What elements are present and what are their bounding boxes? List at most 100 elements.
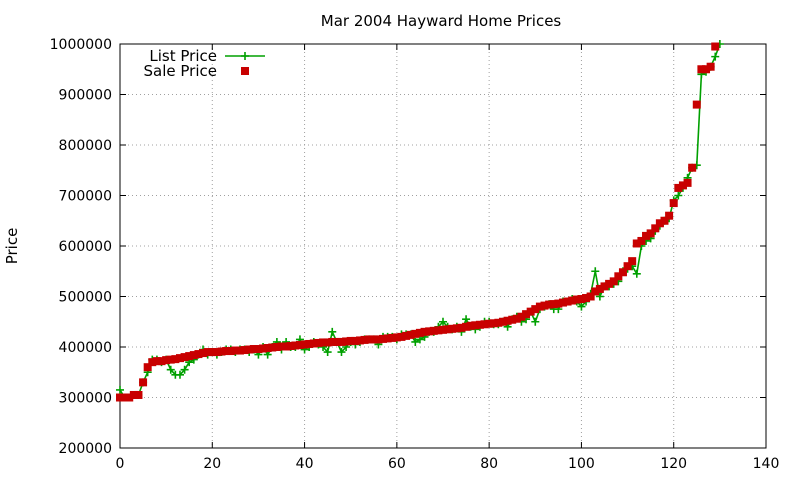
sale-price-point	[254, 345, 263, 354]
sale-price-point	[203, 348, 212, 357]
sale-price-point	[702, 65, 711, 74]
sale-price-point	[185, 352, 194, 361]
sale-price-point	[475, 320, 484, 329]
x-tick-label: 140	[753, 456, 780, 472]
sale-price-point	[415, 328, 424, 337]
series-layer	[116, 40, 724, 402]
y-tick-label: 200000	[59, 441, 112, 457]
sale-price-point	[466, 321, 475, 330]
sale-price-point	[618, 268, 627, 277]
chart-title: Mar 2004 Hayward Home Prices	[321, 12, 562, 30]
sale-price-point	[609, 277, 618, 286]
sale-price-point	[212, 348, 221, 357]
sale-price-point	[355, 336, 364, 345]
sale-price-point	[199, 349, 208, 358]
sale-price-point	[351, 336, 360, 345]
sale-price-point	[582, 294, 591, 303]
list-price-point	[674, 191, 683, 200]
sale-price-point	[226, 347, 235, 356]
sale-price-point	[319, 338, 328, 347]
x-tick-label: 40	[296, 456, 314, 472]
sale-price-point	[300, 340, 309, 349]
sale-price-point	[443, 325, 452, 334]
sale-price-point	[452, 324, 461, 333]
sale-price-point	[614, 272, 623, 281]
list-price-point	[166, 365, 175, 374]
sale-price-point	[240, 346, 249, 355]
sale-price-point	[706, 62, 715, 71]
sale-price-point	[249, 345, 258, 354]
sale-price-point	[623, 262, 632, 271]
list-price-point	[180, 365, 189, 374]
legend-marker-sale-price	[241, 67, 249, 75]
sale-price-point	[545, 300, 554, 309]
sale-price-point	[337, 337, 346, 346]
sale-price-point	[429, 326, 438, 335]
sale-price-point	[669, 199, 678, 208]
sale-price-point	[651, 224, 660, 233]
sale-price-point	[540, 301, 549, 310]
sale-price-point	[554, 299, 563, 308]
list-price-point	[337, 348, 346, 357]
sale-price-point	[568, 296, 577, 305]
sale-price-point	[189, 351, 198, 360]
sale-price-point	[166, 355, 175, 364]
sale-price-point	[512, 314, 521, 323]
list-price-point	[711, 52, 720, 61]
sale-price-point	[420, 327, 429, 336]
legend: List Price Sale Price	[144, 47, 265, 80]
sale-price-point	[660, 216, 669, 225]
x-tick-label: 120	[660, 456, 687, 472]
list-price-point	[595, 292, 604, 301]
grid	[120, 44, 766, 448]
y-tick-label: 900000	[59, 88, 112, 104]
sale-price-point	[272, 343, 281, 351]
sale-price-point	[309, 339, 318, 348]
list-price-point	[175, 370, 184, 379]
list-price-point	[328, 327, 337, 336]
x-tick-label: 0	[116, 456, 125, 472]
sale-price-point	[605, 279, 614, 288]
sale-price-point	[374, 335, 383, 344]
sale-price-point	[323, 338, 332, 347]
sale-price-point	[175, 354, 184, 363]
sale-price-point	[558, 298, 567, 307]
sale-price-point	[125, 393, 134, 402]
sale-price-point	[595, 284, 604, 293]
sale-price-point	[259, 344, 268, 353]
sale-price-point	[535, 302, 544, 311]
sale-price-point	[235, 346, 244, 355]
sale-price-point	[392, 333, 401, 342]
x-tick-label: 60	[388, 456, 406, 472]
sale-price-point	[342, 337, 351, 346]
sale-price-point	[471, 321, 480, 330]
sale-price-point	[116, 393, 124, 402]
sale-price-point	[411, 329, 420, 338]
sale-price-point	[637, 236, 646, 245]
sale-price-point	[503, 316, 512, 325]
sale-price-point	[498, 317, 507, 326]
y-tick-label: 300000	[59, 391, 112, 407]
sale-price-point	[632, 239, 641, 248]
sale-price-point	[328, 337, 337, 346]
y-axis-label: Price	[3, 228, 21, 265]
sale-price-point	[600, 282, 609, 291]
sale-price-point	[383, 334, 392, 343]
list-price-point	[411, 337, 420, 346]
sale-price-point	[180, 353, 189, 362]
sale-price-point	[425, 327, 434, 336]
sale-price-point	[665, 211, 674, 220]
sale-price-point	[157, 357, 166, 366]
x-tick-label: 20	[203, 456, 221, 472]
sale-price-point	[577, 295, 586, 304]
sale-price-point	[531, 305, 540, 314]
sale-price-point	[549, 300, 558, 309]
sale-price-point	[365, 335, 374, 344]
sale-price-point	[591, 287, 600, 296]
legend-marker-list-price	[241, 52, 249, 60]
list-price-point	[439, 317, 447, 326]
sale-price-point	[148, 358, 157, 367]
sale-price-point	[129, 390, 138, 399]
sale-price-point	[194, 350, 203, 359]
